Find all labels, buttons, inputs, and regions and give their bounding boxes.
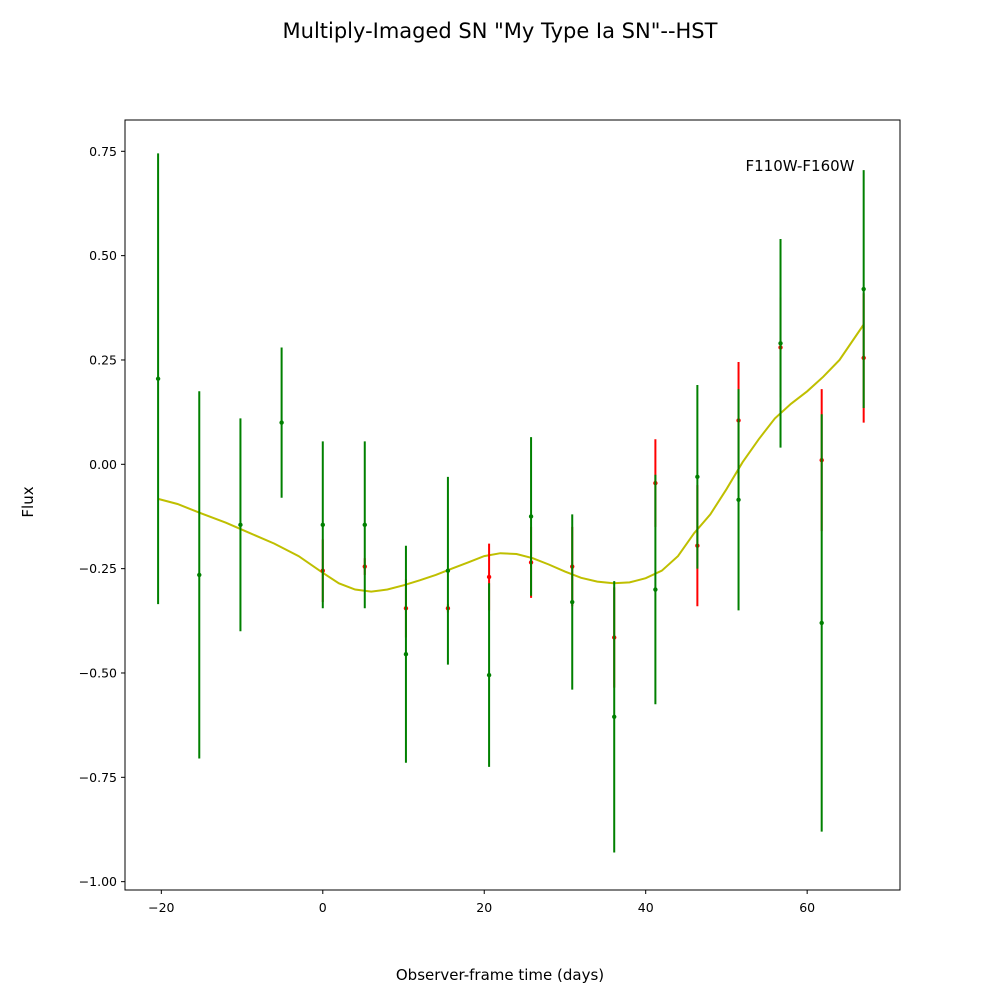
data-point: [486, 672, 492, 678]
axes-frame: [124, 119, 901, 891]
y-tick-label: 0.75: [89, 144, 117, 159]
y-tick-label: 0.50: [89, 248, 117, 263]
data-point: [445, 568, 451, 573]
y-axis: −1.00 −0.75 −0.50 −0.25 0.00 0.25 0.50 0.75: [79, 144, 125, 889]
y-tick-label: −0.50: [79, 665, 117, 680]
data-point: [486, 574, 492, 580]
data-point: [778, 341, 783, 346]
x-tick-label: 60: [799, 900, 815, 915]
data-point: [528, 514, 534, 519]
data-point: [653, 587, 658, 592]
y-tick-label: 0.25: [89, 352, 117, 367]
y-tick-label: 0.00: [89, 457, 117, 472]
model-curve: [157, 323, 865, 593]
data-point: [320, 522, 325, 528]
filter-annotation: F110W-F160W: [746, 157, 855, 175]
data-point: [736, 497, 741, 502]
data-point: [197, 572, 202, 578]
y-tick-label: −1.00: [79, 874, 117, 889]
data-point: [238, 522, 243, 528]
data-point: [695, 474, 700, 480]
x-axis: −20 0 20 40 60: [148, 890, 815, 915]
data-point: [861, 286, 866, 292]
data-point: [155, 376, 161, 381]
data-point: [612, 714, 617, 720]
y-axis-label: Flux: [19, 486, 37, 517]
data-point: [819, 620, 824, 626]
plot-area: [124, 119, 901, 891]
y-tick-label: −0.25: [79, 561, 117, 576]
series-layer: [155, 153, 866, 853]
chart-title: Multiply-Imaged SN "My Type Ia SN"--HST: [283, 19, 718, 43]
x-tick-label: 20: [476, 900, 492, 915]
data-point: [362, 522, 367, 528]
data-point: [570, 599, 575, 605]
y-tick-label: −0.75: [79, 770, 117, 785]
x-tick-label: 40: [638, 900, 654, 915]
data-point: [279, 420, 284, 425]
x-tick-label: −20: [148, 900, 174, 915]
data-point: [403, 652, 409, 657]
errorbar-series: [155, 153, 866, 853]
x-tick-label: 0: [319, 900, 327, 915]
x-axis-label: Observer-frame time (days): [396, 966, 604, 984]
